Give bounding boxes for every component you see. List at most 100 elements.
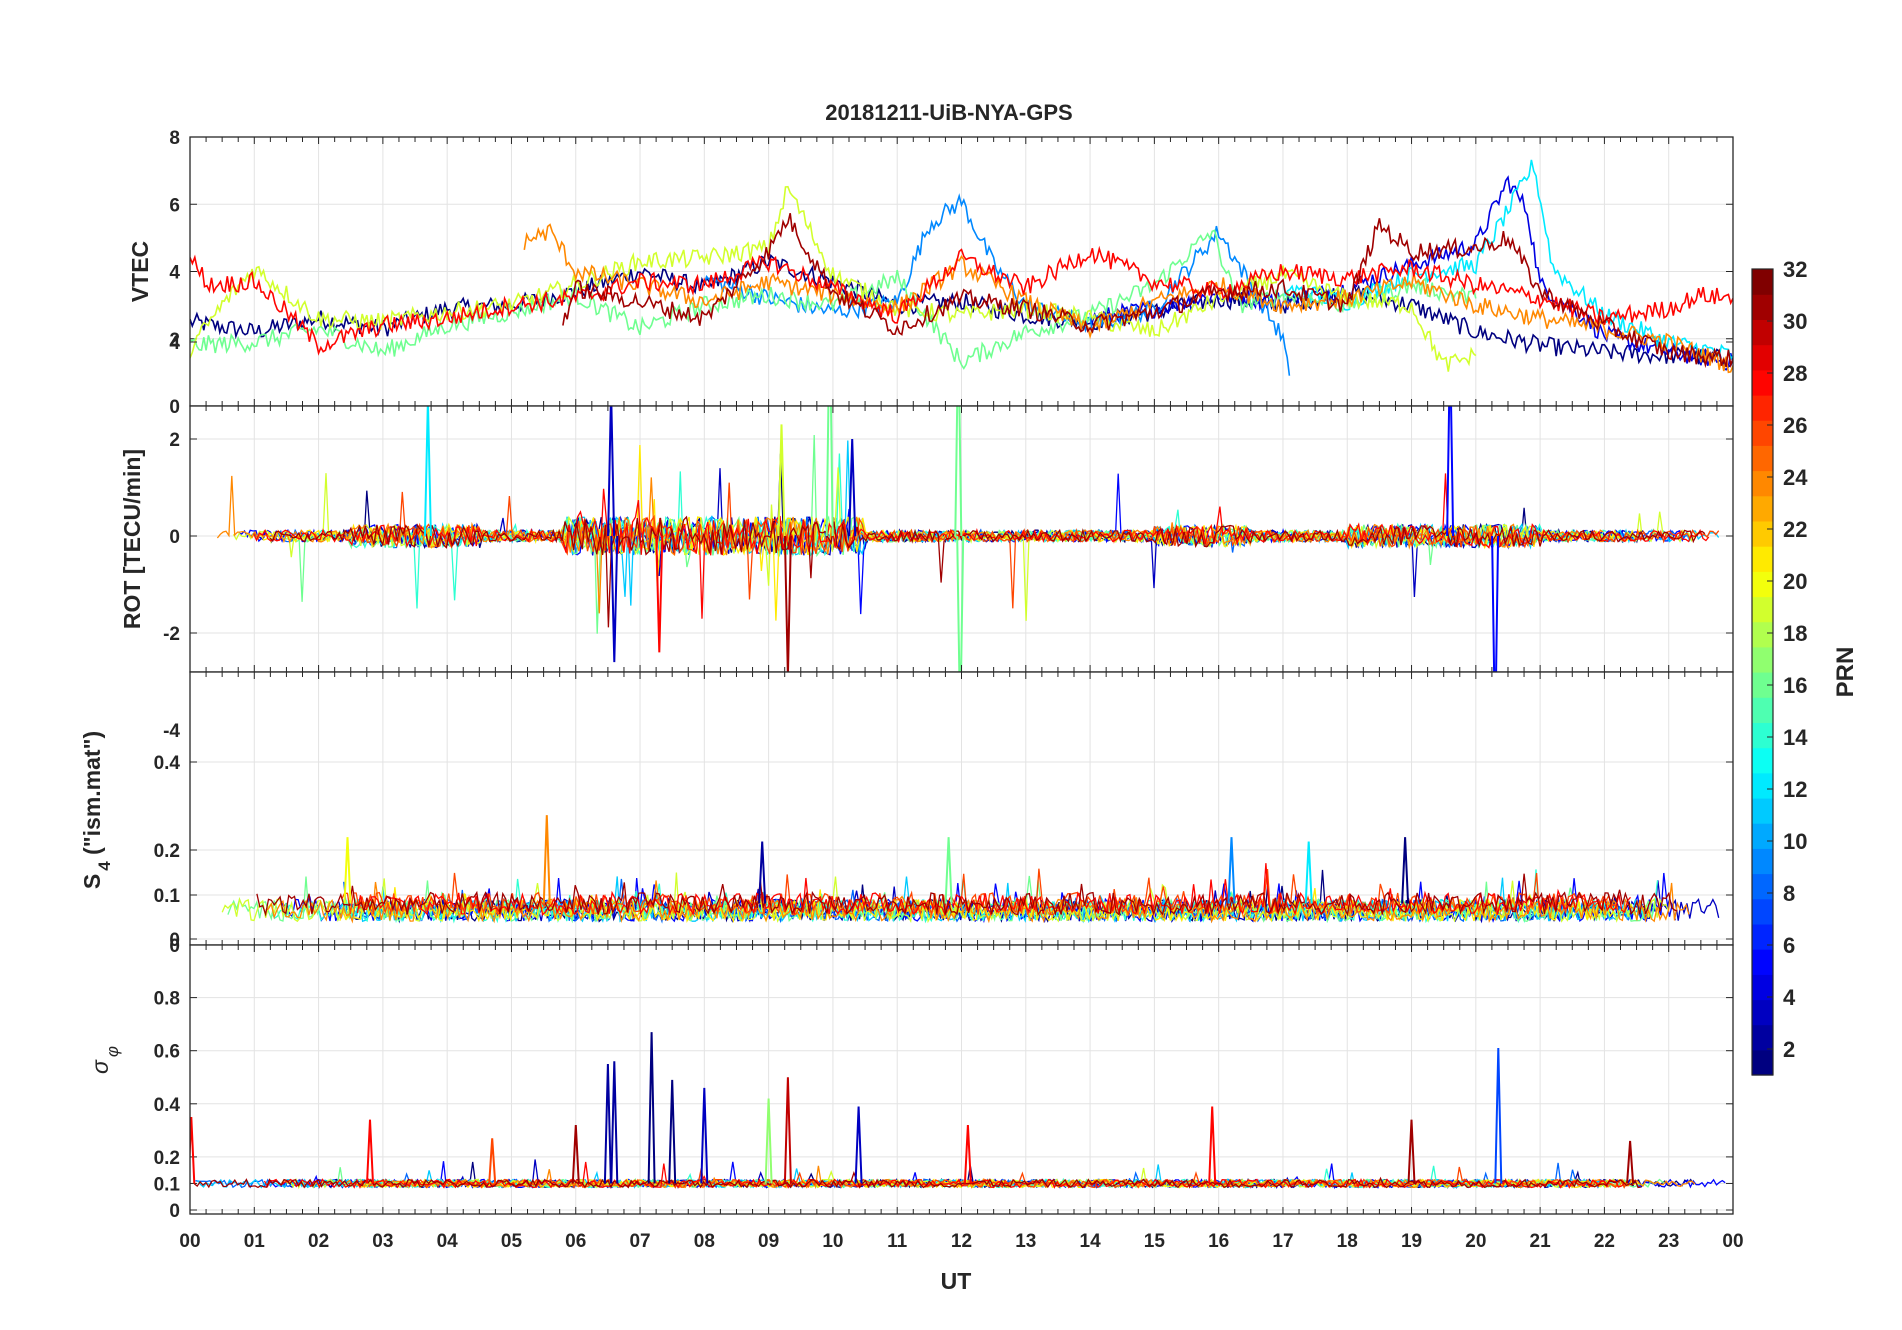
x-tick-label: 23	[1658, 1231, 1679, 1252]
colorbar-segment	[1752, 319, 1773, 346]
y-tick-label: 0	[169, 936, 180, 957]
colorbar-segment	[1752, 621, 1773, 648]
colorbar-tick-label: 24	[1783, 465, 1808, 490]
colorbar-segment	[1752, 344, 1773, 371]
y-tick-label: 0	[169, 930, 180, 951]
spike-prn-3	[607, 406, 616, 537]
colorbar-segment	[1752, 1024, 1773, 1051]
colorbar-segment	[1752, 369, 1773, 396]
colorbar-segment	[1752, 546, 1773, 572]
spike-prn-3	[610, 535, 619, 663]
series-group	[190, 159, 1733, 376]
spike-prn-3	[700, 1087, 709, 1184]
y-tick-label: 0.1	[154, 886, 181, 907]
spike-prn-5	[1491, 535, 1500, 672]
spike-prn-3	[848, 438, 857, 537]
spike-prn-28	[655, 535, 664, 653]
series-prn-31	[256, 873, 1678, 917]
y-tick-label: 8	[169, 128, 180, 149]
colorbar-segment	[1752, 949, 1773, 975]
x-tick-label: 18	[1337, 1231, 1358, 1252]
x-tick-label: 22	[1594, 1231, 1615, 1252]
spike-prn-2	[758, 841, 767, 904]
y-tick-label: 0.2	[154, 1148, 180, 1169]
colorbar-segment	[1752, 722, 1773, 749]
panel-sigma_phi: 0 0.1 0.2 0.4 0.6 0.8 σφ	[87, 944, 1734, 1222]
panel-S4: 00 0.1 0.2 0.4 S4 ("ism.mat")	[79, 671, 1734, 957]
x-tick-label: 03	[372, 1231, 393, 1252]
y-tick-label: 2	[169, 430, 180, 451]
x-tick-label: 15	[1144, 1231, 1166, 1252]
series-prn-28	[253, 473, 1710, 619]
colorbar-segment	[1752, 394, 1773, 421]
y-tick-label: -2	[163, 624, 180, 645]
x-tick-label: 09	[758, 1231, 779, 1252]
colorbar-frame	[1751, 268, 1774, 1076]
series-prn-28	[190, 245, 1733, 356]
colorbar-tick-label: 28	[1783, 361, 1807, 386]
x-tick-label: 00	[179, 1231, 200, 1252]
colorbar-tick-label: 8	[1783, 881, 1795, 906]
colorbar-tick-label: 12	[1783, 777, 1807, 802]
y-tick-label: 0.1	[154, 1174, 181, 1195]
spike-prn-1	[647, 1032, 656, 1184]
y-tick-label: 0	[169, 527, 180, 548]
y-tick-label: 4	[169, 333, 180, 354]
series-prn-31	[193, 1171, 1641, 1189]
series-prn-31	[269, 515, 1706, 628]
x-tick-label: 08	[694, 1231, 715, 1252]
colorbar-segment	[1752, 445, 1773, 472]
colorbar-tick-label: 32	[1783, 257, 1807, 282]
y-tick-label: 0.4	[154, 1095, 181, 1116]
colorbar-segment	[1752, 999, 1773, 1026]
series-group	[221, 815, 1720, 924]
y-tick-label: 6	[169, 195, 180, 216]
series-prn-19	[190, 185, 1477, 372]
colorbar-tick-label: 30	[1783, 309, 1807, 334]
y-tick-label: -4	[163, 721, 180, 742]
colorbar-segment	[1752, 520, 1773, 547]
y-axis-label: σφ	[87, 1046, 122, 1074]
spike-prn-16	[825, 406, 834, 537]
series-prn-16	[227, 875, 1655, 924]
spike-prn-26	[488, 1138, 497, 1184]
x-tick-label: 04	[437, 1231, 459, 1252]
colorbar-segment	[1752, 495, 1773, 522]
y-tick-label: 0	[169, 1201, 180, 1222]
series-prn-1	[190, 253, 1733, 368]
spike-prn-2	[603, 1063, 612, 1184]
axes-box	[189, 944, 1734, 1215]
spike-prn-20	[343, 837, 352, 904]
x-tick-label: 11	[887, 1231, 908, 1252]
x-tick-label: 07	[629, 1231, 650, 1252]
spike-prn-31	[571, 1124, 580, 1184]
y-tick-label: 2	[169, 330, 180, 351]
colorbar-segment	[1752, 974, 1773, 1001]
colorbar-segment	[1752, 596, 1773, 623]
spike-prn-31	[1626, 1140, 1635, 1184]
colorbar-tick-label: 16	[1783, 673, 1807, 698]
spike-prn-7	[1494, 1047, 1503, 1184]
figure-title: 20181211-UiB-NYA-GPS	[825, 100, 1072, 125]
x-tick-label: 14	[1080, 1231, 1102, 1252]
colorbar-segment	[1752, 848, 1773, 875]
series-group	[216, 406, 1720, 672]
spike-prn-28	[190, 1117, 196, 1184]
colorbar-segment	[1752, 420, 1773, 446]
spike-prn-31	[783, 535, 792, 672]
spike-prn-16	[954, 406, 963, 537]
x-tick-label: 17	[1272, 1231, 1293, 1252]
series-prn-16	[190, 229, 1477, 370]
colorbar-tick-label: 14	[1783, 725, 1808, 750]
colorbar-segment	[1752, 898, 1773, 925]
y-tick-label: 0	[169, 397, 180, 418]
y-axis-label: ROT [TECU/min]	[119, 449, 145, 629]
y-tick-label: 4	[169, 263, 180, 284]
colorbar-label: PRN	[1832, 647, 1859, 698]
x-tick-label: 19	[1401, 1231, 1422, 1252]
x-axis-label: UT	[941, 1268, 972, 1294]
colorbar-tick-label: 6	[1783, 933, 1795, 958]
spike-prn-3	[854, 1106, 863, 1184]
